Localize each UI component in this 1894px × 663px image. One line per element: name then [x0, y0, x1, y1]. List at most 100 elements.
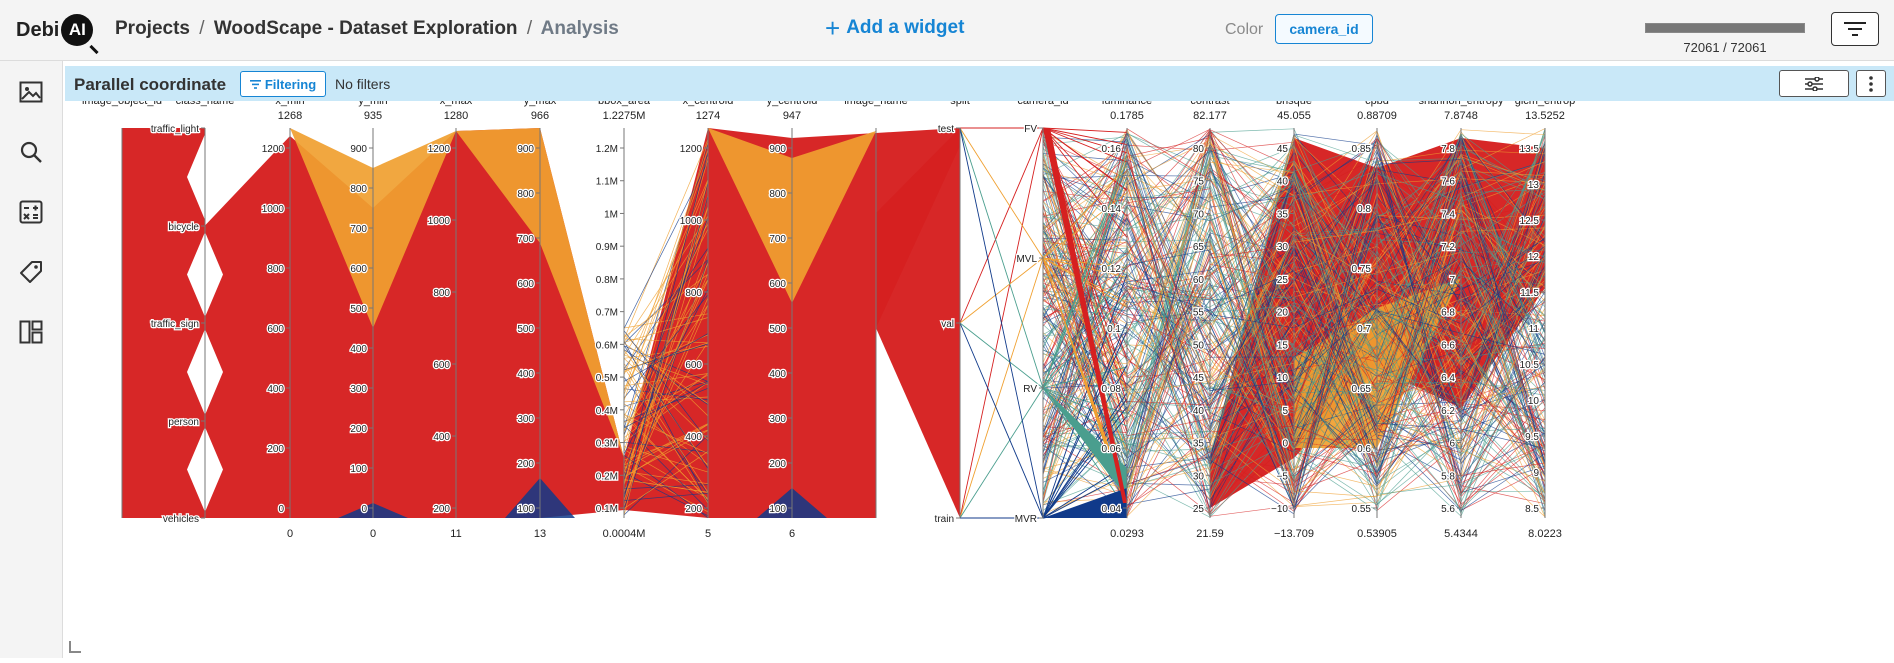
data-line	[623, 424, 709, 478]
breadcrumb-projects-link[interactable]: Projects	[115, 18, 190, 39]
data-line	[623, 479, 709, 493]
axis-tick-label: 0.6M	[596, 340, 618, 351]
calculator-icon[interactable]	[18, 199, 44, 225]
axis-max-label: 966	[531, 110, 549, 122]
data-line	[1042, 257, 1128, 269]
axis-tick-label: 600	[517, 279, 534, 290]
color-column-chip[interactable]: camera_id	[1275, 14, 1373, 44]
filter-menu-button[interactable]	[1831, 12, 1879, 46]
filter-status: No filters	[335, 76, 391, 92]
axis-min-label: 5	[705, 528, 711, 540]
data-line	[623, 441, 709, 453]
data-line	[1042, 273, 1128, 519]
parallel-coordinate-plot[interactable]: image_object_id traffic_light bicycle traff…	[65, 95, 1894, 658]
axis-tick-label: 0.7	[1357, 324, 1371, 335]
top-bar: Debi AI Projects / WoodScape - Dataset E…	[0, 0, 1894, 61]
axis-tick-label: 700	[517, 234, 534, 245]
axis-tick-label: 400	[685, 432, 702, 443]
data-line	[623, 304, 709, 431]
axis-title: camera_id	[1017, 101, 1068, 107]
axis-tick-label: 40	[1193, 406, 1205, 417]
data-line	[959, 322, 1044, 519]
axis-tick-label: 6	[1449, 439, 1455, 450]
data-line	[1042, 165, 1128, 259]
axis-max-label: 45.055	[1277, 110, 1311, 122]
data-line	[1042, 330, 1128, 519]
axis-tick-label: 600	[685, 360, 702, 371]
axis-x-centroid[interactable]: 1200 1000 800 600 400 200	[679, 128, 709, 518]
axis-shannon-entropy[interactable]: 7.8 7.6 7.4 7.2 7 6.8 6.6 6.4 6.2 6 5.8 5.6	[1440, 128, 1462, 518]
filtering-label: Filtering	[264, 76, 317, 92]
data-line	[1042, 153, 1128, 389]
data-line	[623, 152, 709, 481]
axis-max-label: 82.177	[1193, 110, 1227, 122]
axis-tick-label: val	[941, 319, 954, 330]
axis-tick-label: FV	[1024, 124, 1037, 135]
search-icon[interactable]	[18, 139, 44, 165]
filter-lines-icon	[1844, 22, 1866, 36]
axis-tick-label: 1000	[262, 204, 285, 215]
data-line	[1042, 293, 1128, 389]
data-line	[959, 387, 1044, 519]
filtering-button[interactable]: Filtering	[240, 71, 326, 97]
axis-title: bbox_area	[598, 101, 651, 107]
widget-settings-button[interactable]	[1779, 70, 1849, 97]
breadcrumb: Projects / WoodScape - Dataset Explorati…	[115, 18, 619, 40]
axis-y-centroid[interactable]: 900 800 700 600 500 400 300 200 100	[768, 128, 793, 518]
axis-y-max[interactable]: 900 800 700 600 500 400 300 200 100	[516, 128, 541, 518]
axis-tick-label: 60	[1193, 275, 1205, 286]
axis-luminance[interactable]: 0.16 0.14 0.12 0.1 0.08 0.06 0.04	[1100, 128, 1128, 518]
axis-tick-label: 0.12	[1102, 264, 1122, 275]
axis-tick-label: 25	[1277, 275, 1289, 286]
add-widget-label: Add a widget	[846, 17, 965, 38]
logo-ai-badge: AI	[61, 14, 94, 46]
axis-tick-label: 0.65	[1352, 384, 1372, 395]
resize-handle[interactable]	[69, 641, 81, 653]
axis-tick-label: 100	[769, 504, 786, 515]
axis-tick-label: 800	[267, 264, 284, 275]
axis-tick-label: 800	[769, 189, 786, 200]
axis-tick-label: person	[168, 417, 199, 428]
data-line	[623, 472, 709, 517]
dashboard-layout-icon[interactable]	[18, 319, 44, 345]
axis-y-min[interactable]: 900 800 700 600 500 400 300 200 100 0	[349, 128, 374, 518]
axis-brisque[interactable]: 45 40 35 30 25 20 15 10 5 0 −5 −10	[1270, 128, 1295, 518]
axis-tick-label: 11	[1529, 324, 1540, 335]
data-line	[1042, 127, 1128, 191]
selection-progress-bar	[1645, 23, 1805, 33]
axis-tick-label: 900	[517, 144, 534, 155]
axis-tick-label: 0.6	[1357, 444, 1371, 455]
parallel-coordinate-svg[interactable]: image_object_idtraffic_lightbicycletraff…	[65, 95, 1894, 658]
add-widget-button[interactable]: + Add a widget	[825, 15, 965, 41]
axis-tick-label: 0.55	[1352, 504, 1372, 515]
axis-tick-label: 200	[685, 504, 702, 515]
axis-title: cpbd	[1365, 101, 1389, 107]
axis-glcm-entrop[interactable]: 13.5 13 12.5 12 11.5 11 10.5 10 9.5 9 8.5	[1518, 128, 1546, 518]
axis-cpbd[interactable]: 0.85 0.8 0.75 0.7 0.65 0.6 0.55	[1350, 128, 1378, 518]
axis-tick-label: 0	[1282, 439, 1288, 450]
axis-camera-id[interactable]: FV MVL RV MVR	[1014, 123, 1044, 526]
widget-more-options-button[interactable]	[1856, 70, 1886, 97]
axis-contrast[interactable]: 80 75 70 65 60 55 50 45 40 35 30 25	[1192, 128, 1211, 518]
sidebar	[0, 61, 63, 658]
data-line	[623, 414, 709, 454]
axis-tick-label: 400	[433, 432, 450, 443]
axis-x-min[interactable]: 1200 1000 800 600 400 200 0	[261, 128, 291, 518]
axis-x-max[interactable]: 1200 1000 800 600 400 200	[427, 128, 457, 518]
tag-icon[interactable]	[18, 259, 44, 285]
image-icon[interactable]	[18, 79, 44, 105]
axis-split[interactable]: test val train	[933, 123, 961, 526]
data-line	[623, 382, 709, 429]
axis-bbox-area[interactable]: 1.2M 1.1M 1M 0.9M 0.8M 0.7M 0.6M 0.5M 0.4M 0.3M 0.…	[595, 128, 625, 518]
axis-tick-label: 900	[350, 144, 367, 155]
axis-tick-label: 10	[1528, 396, 1540, 407]
breadcrumb-current-page: Analysis	[540, 18, 619, 39]
debiai-logo[interactable]: Debi AI	[16, 12, 94, 48]
breadcrumb-project-link[interactable]: WoodScape - Dataset Exploration	[213, 18, 518, 39]
axis-title: image_name	[844, 101, 908, 107]
axis-tick-label: 700	[350, 224, 367, 235]
axis-tick-label: 10	[1277, 373, 1289, 384]
data-line	[1042, 257, 1128, 278]
axis-min-label: 0.0004M	[603, 528, 646, 540]
